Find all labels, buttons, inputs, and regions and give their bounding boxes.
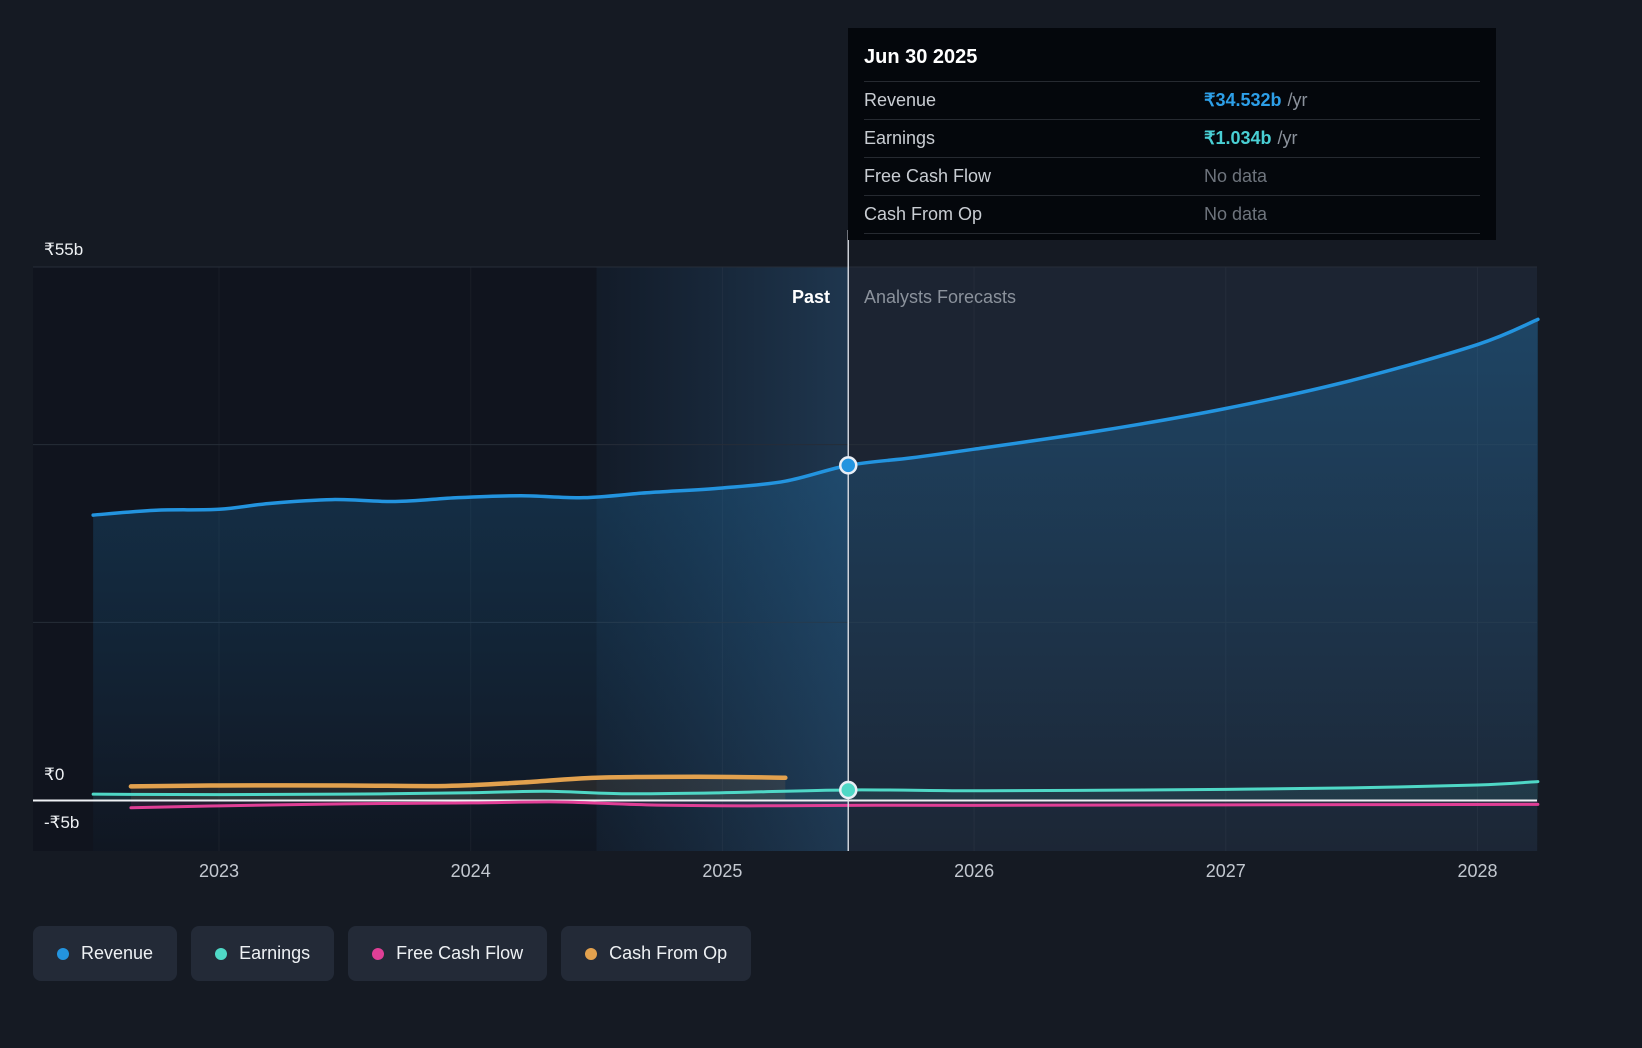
- tooltip-row-value: No data: [1204, 166, 1268, 186]
- legend-dot-icon: [585, 947, 598, 960]
- legend-item-free-cash-flow[interactable]: Free Cash Flow: [348, 926, 548, 981]
- revenue-line: [91, 317, 1540, 517]
- legend-label: Revenue: [81, 943, 154, 963]
- tooltip-row-label: Earnings: [864, 128, 936, 148]
- tooltip-row: Cash From Op No data: [864, 196, 1480, 234]
- y-axis-label-negative: -₹5b: [44, 813, 80, 832]
- x-tick-label: 2026: [954, 861, 995, 881]
- revenue-area: [93, 319, 1538, 851]
- x-tick-label: 2023: [198, 861, 240, 881]
- legend: Revenue Earnings Free Cash Flow Cash From O…: [33, 926, 752, 981]
- tooltip-rows: Revenue ₹34.532b/yr Earnings ₹1.034b/yr Free…: [864, 82, 1480, 234]
- tooltip-row-value: No data: [1204, 204, 1268, 224]
- earnings-marker[interactable]: [839, 780, 858, 800]
- tooltip-date: Jun 30 2025: [864, 38, 1480, 82]
- x-tick-label: 2024: [450, 861, 491, 881]
- legend-dot-icon: [215, 947, 228, 960]
- y-axis-label-zero: ₹0: [44, 765, 65, 784]
- tooltip-row-value: ₹1.034b: [1204, 128, 1272, 148]
- tooltip-row: Earnings ₹1.034b/yr: [864, 120, 1480, 158]
- tooltip-row-label: Revenue: [864, 90, 937, 110]
- tooltip-row: Free Cash Flow No data: [864, 158, 1480, 196]
- legend-item-earnings[interactable]: Earnings: [191, 926, 335, 981]
- x-tick-label: 2027: [1205, 861, 1246, 881]
- legend-label: Free Cash Flow: [396, 943, 524, 963]
- legend-item-cash-from-op[interactable]: Cash From Op: [561, 926, 752, 981]
- x-tick-label: 2028: [1457, 861, 1498, 881]
- legend-label: Cash From Op: [609, 943, 728, 963]
- tooltip-row-value: ₹34.532b: [1204, 90, 1282, 110]
- legend-item-revenue[interactable]: Revenue: [33, 926, 178, 981]
- legend-dot-icon: [372, 947, 385, 960]
- past-region-label: Past: [791, 287, 830, 307]
- x-tick-label: 2025: [702, 861, 743, 881]
- tooltip-row: Revenue ₹34.532b/yr: [864, 82, 1480, 120]
- tooltip: Jun 30 2025 Revenue ₹34.532b/yr Earnings ₹1…: [848, 28, 1496, 240]
- earnings-line: [91, 780, 1540, 797]
- tooltip-row-label: Cash From Op: [864, 204, 983, 224]
- revenue-marker[interactable]: [839, 456, 858, 475]
- legend-label: Earnings: [239, 943, 311, 963]
- tooltip-row-unit: /yr: [1287, 90, 1308, 110]
- tooltip-row-unit: /yr: [1277, 128, 1298, 148]
- forecast-region-label: Analysts Forecasts: [864, 287, 1017, 307]
- tooltip-row-label: Free Cash Flow: [864, 166, 992, 186]
- free-cash-flow-line: [129, 800, 1540, 810]
- y-axis-label-top: ₹55b: [44, 240, 84, 259]
- cash-from-op-line: [128, 774, 788, 789]
- legend-dot-icon: [57, 947, 69, 960]
